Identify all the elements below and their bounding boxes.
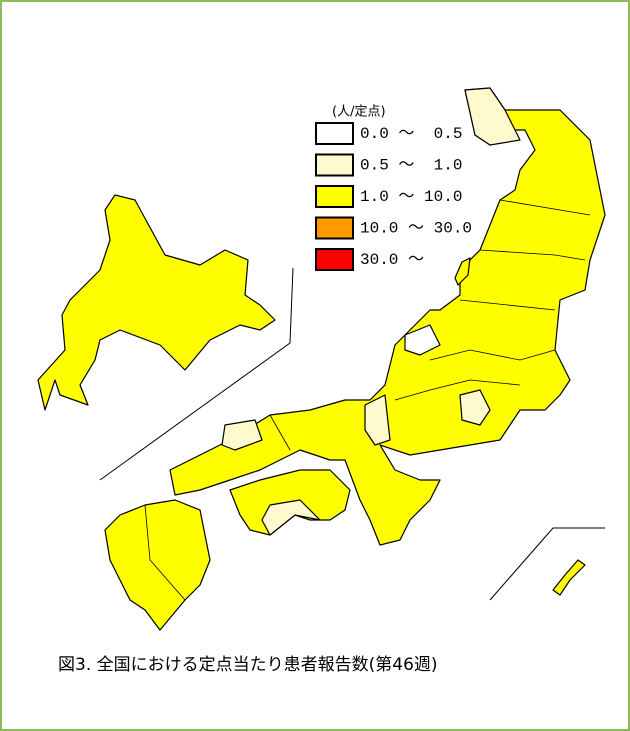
legend-label: 30.0 ～ [360,251,424,269]
region [261,499,321,536]
inset-divider [99,267,294,481]
region [104,499,211,631]
legend-unit: (人/定点) [332,105,386,120]
border [269,414,291,451]
legend-swatch [315,122,354,145]
region [454,257,471,286]
legend-label: 10.0 ～ 30.0 [360,220,472,238]
region [37,194,276,411]
caption: 図3. 全国における定点当たり患者報告数(第46週) [58,655,438,675]
legend-swatch [315,153,354,177]
region [404,324,441,356]
legend-swatch [315,185,354,208]
legend-swatch [315,216,354,240]
legend-label: 0.5 ～ 1.0 [360,157,462,175]
region [552,559,586,596]
border [479,249,586,261]
region [221,419,263,451]
border [144,504,186,601]
region [464,87,521,146]
border [429,349,556,361]
region [364,394,391,446]
border [394,379,521,401]
inset-divider [489,527,605,601]
legend-label: 1.0 ～ 10.0 [360,188,462,206]
legend-label: 0.0 ～ 0.5 [360,125,462,143]
border [459,299,556,311]
legend-swatch [315,248,354,271]
region [459,389,491,426]
